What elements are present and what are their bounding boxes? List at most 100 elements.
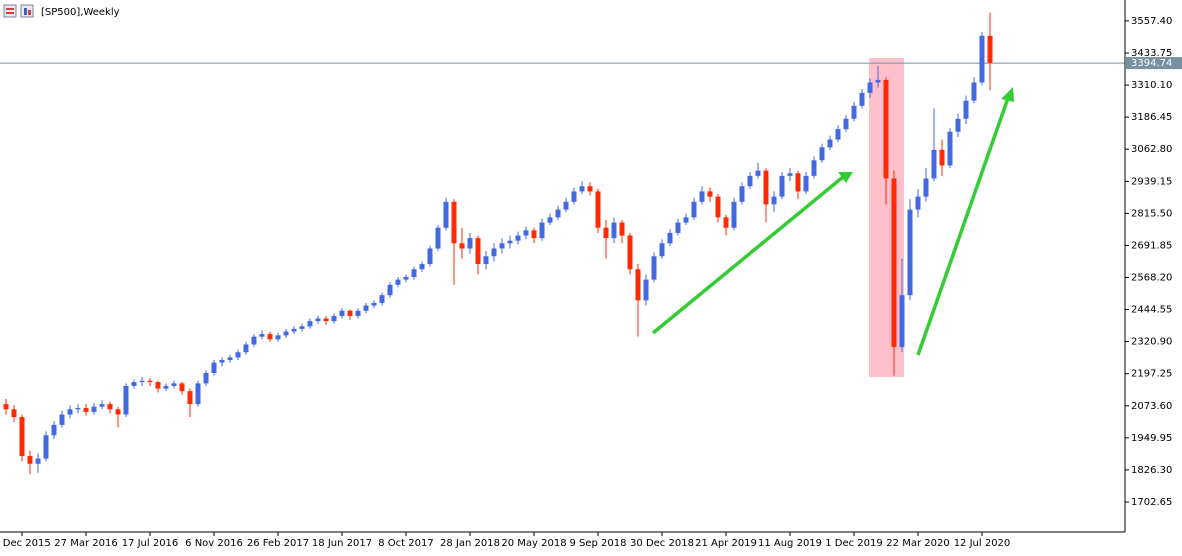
candle-body <box>971 82 977 101</box>
candle-body <box>523 230 529 236</box>
candle-body <box>707 191 713 197</box>
candle-body <box>771 196 777 205</box>
x-tick-label: 26 Feb 2017 <box>247 538 309 549</box>
y-tick-label: 2691.85 <box>1131 240 1172 251</box>
x-tick-label: 12 Jul 2020 <box>954 538 1011 549</box>
candle-body <box>691 201 697 218</box>
candle-body <box>595 191 601 228</box>
x-tick-label: 9 Sep 2018 <box>569 538 626 549</box>
candle-body <box>171 383 177 386</box>
candle-body <box>427 248 433 265</box>
candle-body <box>683 217 689 223</box>
x-tick-label: 28 Jan 2018 <box>440 538 500 549</box>
candle-body <box>291 328 297 332</box>
x-tick-label: 1 Dec 2019 <box>825 538 883 549</box>
candle-body <box>91 406 97 412</box>
candle-body <box>147 380 153 383</box>
candle-body <box>19 417 25 456</box>
current-price-box <box>1126 57 1182 70</box>
candle-body <box>539 222 545 239</box>
candle-body <box>35 458 41 464</box>
candle-body <box>755 170 761 176</box>
candle-body <box>563 201 569 210</box>
candle-body <box>739 186 745 202</box>
y-tick-label: 1702.65 <box>1131 497 1172 508</box>
candle-body <box>611 222 617 239</box>
candle-body <box>883 79 889 179</box>
candle-body <box>339 310 345 316</box>
candle-body <box>315 318 321 322</box>
candle-body <box>467 238 473 249</box>
candle-body <box>371 302 377 306</box>
y-tick-label: 3186.45 <box>1131 112 1172 123</box>
candle-body <box>443 201 449 228</box>
candle-body <box>363 305 369 311</box>
candle-body <box>475 238 481 265</box>
candle-body <box>251 336 257 345</box>
candle-body <box>163 385 169 389</box>
y-tick-label: 3433.75 <box>1131 48 1172 59</box>
candle-body <box>491 248 497 257</box>
x-tick-label: 21 Apr 2019 <box>695 538 757 549</box>
plot-area <box>0 12 1125 475</box>
candle-body <box>907 209 913 296</box>
candle-body <box>235 352 241 358</box>
candle-body <box>859 92 865 106</box>
candle-body <box>915 196 921 210</box>
candle-body <box>715 196 721 218</box>
candle-body <box>819 147 825 161</box>
candle-body <box>627 235 633 270</box>
x-tick-label: 27 Mar 2016 <box>54 538 117 549</box>
candle-body <box>851 105 857 119</box>
candle-body <box>187 391 193 405</box>
candle-body <box>747 175 753 187</box>
candle-body <box>331 315 337 322</box>
current-price-label: 3394.74 <box>1131 58 1172 69</box>
trend-arrows <box>651 87 1014 356</box>
candle-body <box>355 310 361 316</box>
candle-body <box>27 456 33 464</box>
candle-body <box>51 424 57 436</box>
candle-body <box>323 318 329 322</box>
candle-body <box>891 178 897 348</box>
y-tick-label: 2444.55 <box>1131 305 1172 316</box>
candle-body <box>123 385 129 415</box>
candle-body <box>243 344 249 353</box>
candle-body <box>179 383 185 392</box>
chart-title: [SP500],Weekly <box>41 7 120 18</box>
candle-body <box>531 230 537 239</box>
candle-body <box>59 414 65 425</box>
candle-body <box>507 240 513 244</box>
candle-body <box>195 383 201 405</box>
candle-body <box>347 310 353 316</box>
x-tick-label: 8 Oct 2017 <box>378 538 433 549</box>
candle-body <box>499 243 505 249</box>
candle-body <box>283 331 289 336</box>
candle-body <box>787 173 793 176</box>
candle-body <box>435 227 441 249</box>
candle-body <box>603 227 609 239</box>
x-tick-label: 6 Dec 2015 <box>0 538 51 549</box>
candle-body <box>987 35 993 64</box>
candle-body <box>203 372 209 384</box>
candle-body <box>947 131 953 166</box>
candle-body <box>411 269 417 278</box>
candle-body <box>931 149 937 179</box>
candle-body <box>275 335 281 340</box>
candle-body <box>155 382 161 389</box>
candle-body <box>139 380 145 383</box>
x-tick-label: 20 May 2018 <box>501 538 566 549</box>
candle-body <box>867 82 873 93</box>
x-tick-label: 22 Mar 2020 <box>886 538 949 549</box>
candle-body <box>955 118 961 132</box>
candle-body <box>75 408 81 410</box>
candle-body <box>99 404 105 407</box>
candle-body <box>675 222 681 233</box>
candle-body <box>547 217 553 223</box>
candle-body <box>131 382 137 386</box>
x-tick-label: 11 Aug 2019 <box>758 538 822 549</box>
candle-body <box>555 209 561 218</box>
y-tick-label: 2197.25 <box>1131 369 1172 380</box>
